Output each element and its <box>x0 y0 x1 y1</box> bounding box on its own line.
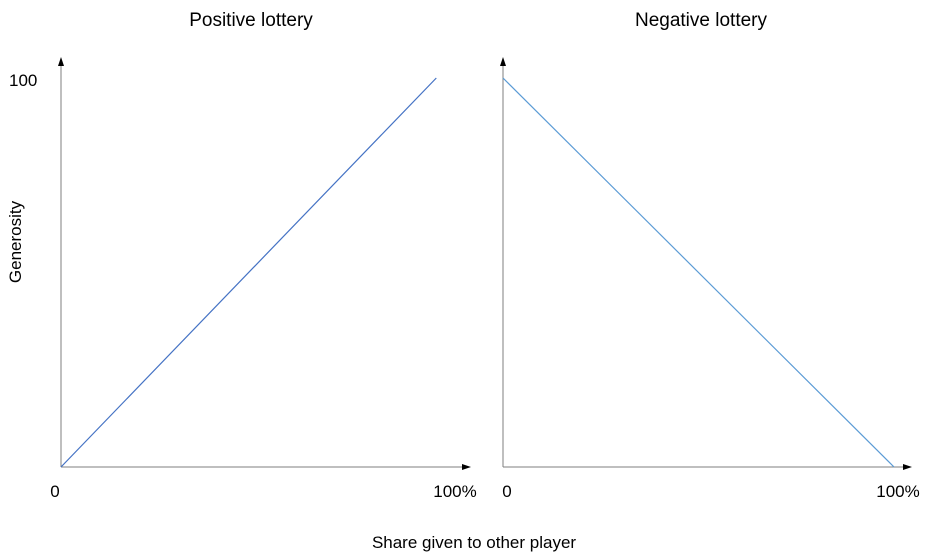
positive-lottery-x-tick-0: 0 <box>50 482 59 501</box>
negative-lottery-x-tick-100: 100% <box>876 482 919 501</box>
negative-lottery-title: Negative lottery <box>635 10 768 31</box>
positive-lottery-y-axis-arrow <box>58 57 64 66</box>
negative-lottery-y-axis-arrow <box>500 57 506 66</box>
positive-lottery-panel: Positive lottery 100 0 100% Generosity <box>6 10 477 501</box>
positive-lottery-title: Positive lottery <box>189 10 313 31</box>
positive-lottery-x-tick-100: 100% <box>433 482 476 501</box>
shared-x-axis-label: Share given to other player <box>372 533 576 552</box>
negative-lottery-x-axis-arrow <box>903 464 912 470</box>
positive-lottery-series-line <box>60 77 437 468</box>
negative-lottery-panel: Negative lottery 0 100% <box>500 10 920 501</box>
negative-lottery-x-tick-0: 0 <box>502 482 511 501</box>
positive-lottery-x-axis-arrow <box>462 464 471 470</box>
negative-lottery-series-line <box>502 77 895 468</box>
positive-lottery-y-tick-100: 100 <box>9 71 37 90</box>
positive-lottery-y-axis-label: Generosity <box>6 200 25 283</box>
